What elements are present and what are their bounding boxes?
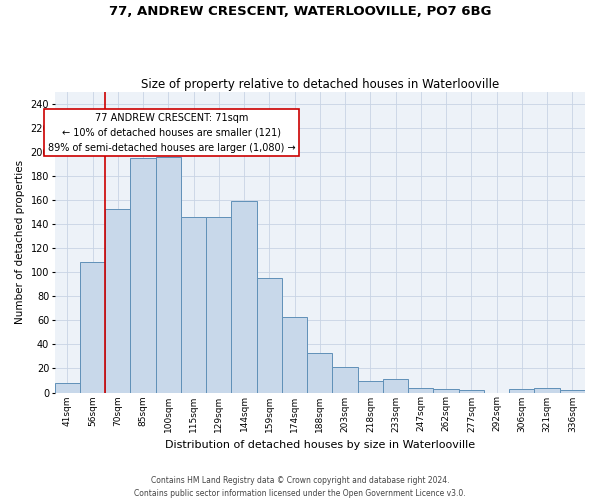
Bar — [181, 217, 206, 392]
X-axis label: Distribution of detached houses by size in Waterlooville: Distribution of detached houses by size … — [165, 440, 475, 450]
Bar — [206, 217, 232, 392]
Bar — [307, 353, 332, 393]
Bar — [535, 388, 560, 392]
Bar — [358, 380, 383, 392]
Bar — [80, 262, 105, 392]
Bar — [232, 202, 257, 392]
Bar — [332, 368, 358, 392]
Bar — [459, 390, 484, 392]
Bar — [130, 158, 156, 392]
Title: Size of property relative to detached houses in Waterlooville: Size of property relative to detached ho… — [141, 78, 499, 91]
Y-axis label: Number of detached properties: Number of detached properties — [15, 160, 25, 324]
Bar — [433, 389, 459, 392]
Bar — [55, 383, 80, 392]
Bar — [257, 278, 282, 392]
Bar — [383, 380, 408, 392]
Text: 77, ANDREW CRESCENT, WATERLOOVILLE, PO7 6BG: 77, ANDREW CRESCENT, WATERLOOVILLE, PO7 … — [109, 5, 491, 18]
Bar — [509, 389, 535, 392]
Bar — [105, 208, 130, 392]
Text: 77 ANDREW CRESCENT: 71sqm
← 10% of detached houses are smaller (121)
89% of semi: 77 ANDREW CRESCENT: 71sqm ← 10% of detac… — [47, 113, 295, 152]
Bar — [560, 390, 585, 392]
Text: Contains HM Land Registry data © Crown copyright and database right 2024.
Contai: Contains HM Land Registry data © Crown c… — [134, 476, 466, 498]
Bar — [156, 157, 181, 392]
Bar — [282, 317, 307, 392]
Bar — [408, 388, 433, 392]
